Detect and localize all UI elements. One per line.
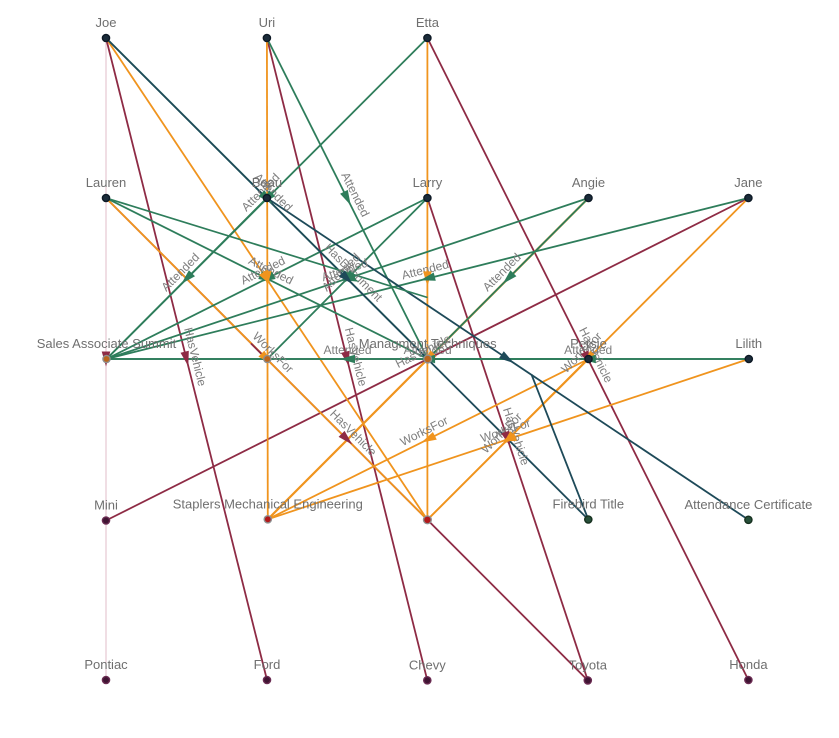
svg-text:Attendance Certificate: Attendance Certificate xyxy=(684,497,812,512)
svg-text:Mini: Mini xyxy=(94,498,118,513)
svg-text:Uri: Uri xyxy=(259,15,276,30)
svg-text:Attended: Attended xyxy=(564,343,612,357)
svg-text:Lilith: Lilith xyxy=(735,336,762,351)
svg-text:Honda: Honda xyxy=(729,657,768,672)
svg-text:Staplers Mechanical Engineerin: Staplers Mechanical Engineering xyxy=(173,496,363,511)
svg-text:Angie: Angie xyxy=(572,175,605,190)
svg-text:Sales Associate Summit: Sales Associate Summit xyxy=(37,336,177,351)
svg-text:Joe: Joe xyxy=(96,15,117,30)
svg-text:Etta: Etta xyxy=(416,15,440,30)
svg-text:Lauren: Lauren xyxy=(86,175,126,190)
svg-text:Attended: Attended xyxy=(404,343,452,357)
svg-text:Jane: Jane xyxy=(734,175,762,190)
svg-text:Larry: Larry xyxy=(413,175,443,190)
svg-text:Pontiac: Pontiac xyxy=(84,657,128,672)
svg-text:Beau: Beau xyxy=(252,175,282,190)
svg-text:Ford: Ford xyxy=(254,657,281,672)
svg-text:Firebird Title: Firebird Title xyxy=(553,497,625,512)
svg-text:Chevy: Chevy xyxy=(409,657,446,672)
svg-text:Attended: Attended xyxy=(323,343,371,357)
svg-text:Toyota: Toyota xyxy=(569,657,608,672)
svg-text:Persie: Persie xyxy=(570,336,607,351)
svg-text:Managment Techniques: Managment Techniques xyxy=(359,336,497,351)
